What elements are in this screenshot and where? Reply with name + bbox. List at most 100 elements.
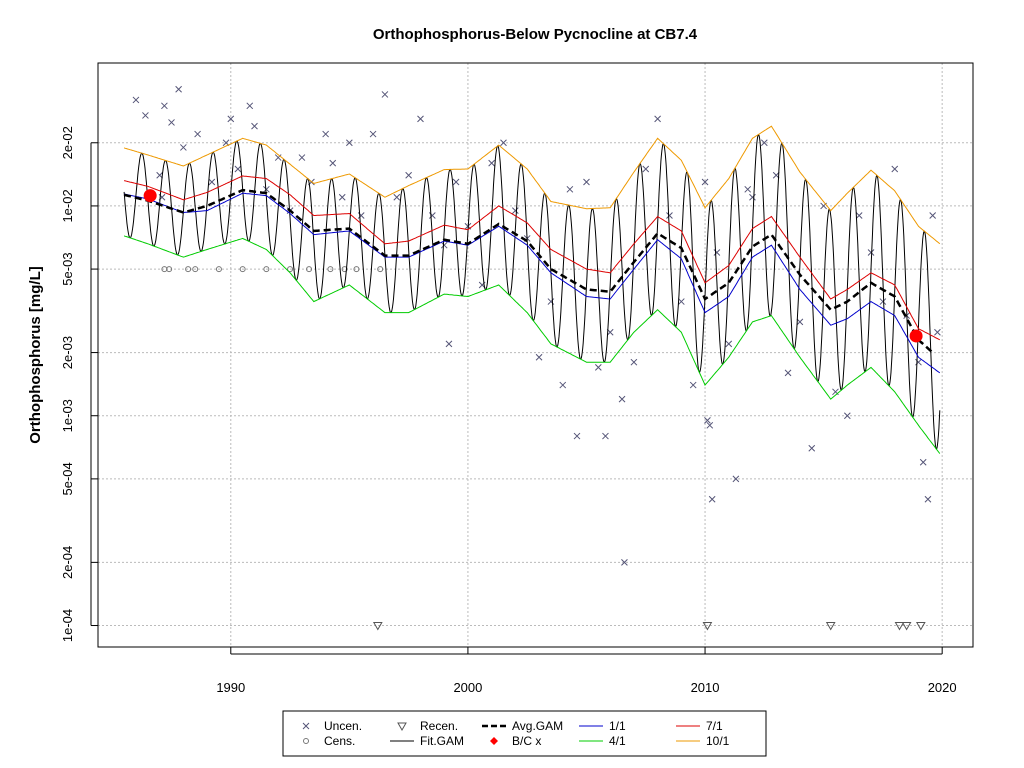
legend-symbol-uncen <box>302 722 310 730</box>
censored-point <box>263 266 270 273</box>
uncensored-point <box>175 85 182 93</box>
uncensored-point <box>760 139 768 147</box>
uncensored-point <box>666 212 673 219</box>
uncensored-point <box>274 154 282 161</box>
series-1-1 <box>124 192 941 374</box>
series-10-1 <box>123 125 941 245</box>
uncensored-point <box>924 495 932 503</box>
uncensored-point <box>630 358 638 366</box>
uncensored-point <box>749 193 756 201</box>
uncensored-point <box>559 381 567 389</box>
uncensored-point <box>329 159 337 167</box>
y-axis-label: Orthophosphorus [mg/L] <box>27 266 44 443</box>
censored-point <box>353 266 360 273</box>
uncensored-point <box>488 159 495 167</box>
uncensored-point <box>234 165 242 173</box>
uncensored-point <box>417 115 424 123</box>
uncensored-point <box>445 340 453 348</box>
uncensored-point <box>843 412 851 420</box>
uncensored-point <box>452 178 460 186</box>
censored-point <box>306 266 313 273</box>
uncensored-point <box>706 421 714 429</box>
uncensored-point <box>867 249 875 256</box>
uncensored-point <box>784 369 792 377</box>
uncensored-point <box>808 444 816 452</box>
recensored-point <box>901 622 912 631</box>
uncensored-point <box>251 122 258 130</box>
uncensored-point <box>594 364 602 371</box>
uncensored-point <box>263 185 270 193</box>
y-tick-label: 5e-03 <box>60 252 75 285</box>
x-tick-label: 2000 <box>453 680 482 695</box>
legend-label-bc: B/C x <box>512 734 541 748</box>
censored-point <box>185 266 192 273</box>
uncensored-point <box>142 112 149 119</box>
series-4-1 <box>123 235 941 454</box>
plot-frame <box>97 62 974 648</box>
uncensored-point <box>879 298 887 305</box>
uncensored-point <box>677 298 685 305</box>
legend-label-recen: Recen. <box>420 719 458 733</box>
uncensored-point <box>725 340 733 348</box>
recensored-point <box>702 622 713 631</box>
legend-label-jan: 1/1 <box>609 719 626 733</box>
censored-point <box>341 266 348 273</box>
uncensored-point <box>796 318 804 326</box>
y-tick-label: 2e-02 <box>60 126 75 159</box>
uncensored-point <box>132 96 140 104</box>
x-tick-label: 1990 <box>216 680 245 695</box>
uncensored-point <box>689 381 697 389</box>
censored-point <box>327 266 334 273</box>
uncensored-point <box>732 475 740 483</box>
legend-label-avggam: Avg.GAM <box>512 719 563 733</box>
uncensored-point <box>713 249 721 256</box>
legend-label-cens: Cens. <box>324 734 355 748</box>
censored-point <box>166 266 173 273</box>
uncensored-point <box>161 102 168 110</box>
legend-label-jul: 7/1 <box>706 719 723 733</box>
recensored-point <box>372 622 383 631</box>
legend-label-fitgam: Fit.GAM <box>420 734 464 748</box>
series-avg-gam <box>123 188 934 354</box>
bc-point <box>143 189 157 203</box>
y-tick-label: 1e-03 <box>60 399 75 432</box>
uncensored-point <box>369 130 377 138</box>
legend-label-uncen: Uncen. <box>324 719 362 733</box>
uncensored-point <box>891 165 899 173</box>
uncensored-point <box>566 185 574 193</box>
series-lines <box>123 125 941 454</box>
uncensored-point <box>381 91 389 98</box>
uncensored-point <box>246 102 254 110</box>
recensored-point <box>825 622 836 631</box>
censored-point <box>239 266 246 273</box>
gridlines <box>98 63 973 647</box>
uncensored-point <box>573 432 581 440</box>
uncensored-point <box>602 432 609 440</box>
chart-title: Orthophosphorus-Below Pycnocline at CB7.… <box>373 26 698 43</box>
uncensored-point <box>208 178 216 186</box>
uncensored-point <box>701 178 709 186</box>
recensored-point <box>915 622 926 631</box>
uncensored-point <box>322 130 329 138</box>
legend-symbol-recen <box>397 722 407 732</box>
x-axis: 1990 2000 2010 2020 <box>216 647 957 695</box>
uncensored-point <box>180 144 187 151</box>
data-points <box>132 85 941 631</box>
y-tick-label: 1e-02 <box>60 189 75 222</box>
uncensored-point <box>855 212 863 219</box>
bc-point <box>909 329 923 343</box>
uncensored-point <box>583 178 590 186</box>
uncensored-point <box>654 115 661 123</box>
legend-label-oct: 10/1 <box>706 734 730 748</box>
uncensored-point <box>194 130 201 138</box>
x-tick-label: 2010 <box>691 680 720 695</box>
uncensored-point <box>168 119 175 126</box>
y-tick-label: 1e-04 <box>60 609 75 642</box>
legend-symbol-cens <box>303 738 309 744</box>
uncensored-point <box>346 139 353 147</box>
recensored-point <box>894 622 905 631</box>
censored-point <box>192 266 199 273</box>
y-tick-label: 2e-03 <box>60 336 75 369</box>
